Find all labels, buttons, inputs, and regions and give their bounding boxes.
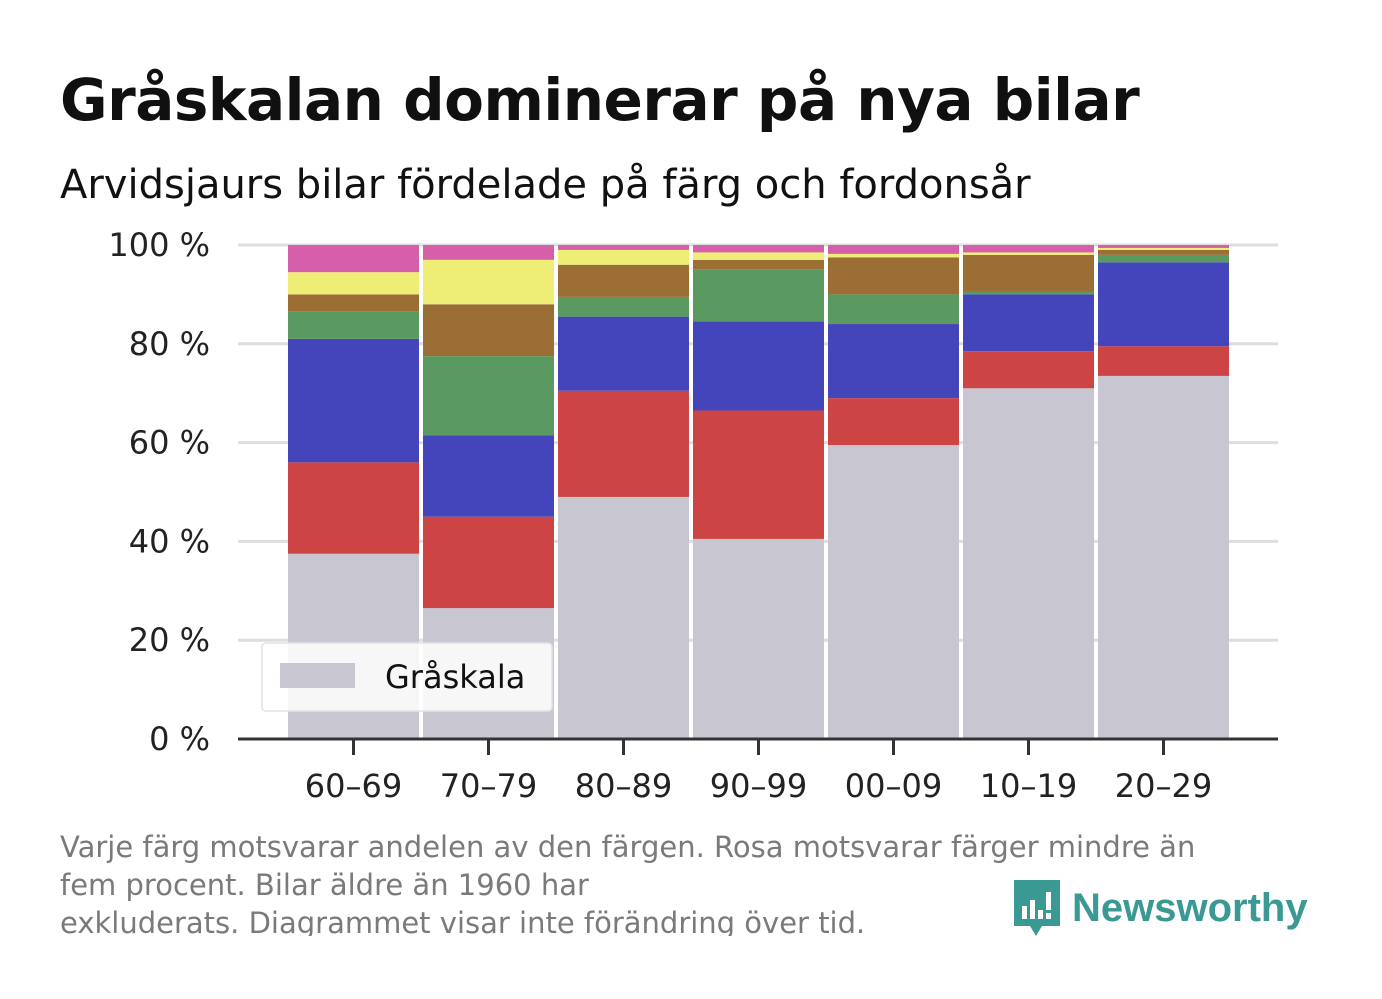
bar-segment xyxy=(1098,262,1229,347)
bar-segment xyxy=(288,311,419,339)
bar-segment xyxy=(693,259,824,270)
legend-swatch xyxy=(280,663,355,688)
bar-segment xyxy=(288,245,419,273)
x-tick-label: 70–79 xyxy=(440,767,537,805)
bar-segment xyxy=(963,254,1094,292)
brand-name: Newsworthy xyxy=(1072,885,1308,930)
brand-logo: Newsworthy xyxy=(1012,878,1308,938)
bar-segment xyxy=(558,316,689,391)
bar-segment xyxy=(828,245,959,254)
bar-segment xyxy=(828,294,959,325)
bar-segment xyxy=(1098,245,1229,248)
y-tick-label: 100 % xyxy=(108,226,210,264)
bar-segment xyxy=(1098,249,1229,255)
bar-segment xyxy=(423,259,554,305)
bar-stack xyxy=(963,245,1094,739)
bar-segment xyxy=(1098,375,1229,739)
bar-stack xyxy=(558,245,689,739)
bar-segment xyxy=(693,410,824,539)
footnote-line: fem procent. Bilar äldre än 1960 har xyxy=(60,868,589,902)
x-tick-label: 00–09 xyxy=(845,767,942,805)
bar-segment xyxy=(828,324,959,399)
bar-segment xyxy=(693,245,824,253)
bar-segment xyxy=(1098,247,1229,250)
bar-segment xyxy=(288,272,419,295)
footnote-line: Varje färg motsvarar andelen av den färg… xyxy=(60,830,1196,864)
footnote-line: exkluderats. Diagrammet visar inte förän… xyxy=(60,906,866,936)
bar-segment xyxy=(963,252,1094,255)
x-tick-label: 60–69 xyxy=(305,767,402,805)
bar-segment xyxy=(1098,346,1229,376)
bar-segment xyxy=(288,462,419,554)
y-tick-label: 20 % xyxy=(129,621,210,659)
bar-segment xyxy=(423,516,554,609)
bar-segment xyxy=(693,538,824,739)
bar-segment xyxy=(1098,254,1229,263)
bar-segment xyxy=(558,245,689,250)
bar-segment xyxy=(558,390,689,497)
x-tick-label: 10–19 xyxy=(980,767,1077,805)
bar-segment xyxy=(963,291,1094,295)
bar-segment xyxy=(558,496,689,739)
bar-segment xyxy=(288,294,419,312)
bar-segment xyxy=(828,253,959,258)
bar-segment xyxy=(828,445,959,739)
chart-title: Gråskalan dominerar på nya bilar xyxy=(60,66,1140,134)
bar-segment xyxy=(558,296,689,317)
bar-stack xyxy=(828,245,959,739)
bar-segment xyxy=(558,249,689,265)
bar-segment xyxy=(693,269,824,322)
y-tick-label: 80 % xyxy=(129,325,210,363)
footnote: Varje färg motsvarar andelen av den färg… xyxy=(60,828,1300,936)
x-tick-label: 20–29 xyxy=(1115,767,1212,805)
y-axis-ticks: 0 % 20 % 40 % 60 % 80 % 100 % xyxy=(108,226,210,758)
bar-segment xyxy=(558,264,689,297)
bar-segment xyxy=(423,245,554,260)
y-tick-label: 0 % xyxy=(149,720,210,758)
bar-segment xyxy=(963,245,1094,253)
bar-segment xyxy=(963,388,1094,739)
x-axis: 60–69 70–79 80–89 90–99 00–09 10–19 20–29 xyxy=(238,737,1278,805)
bar-segment xyxy=(423,435,554,517)
x-tick-label: 80–89 xyxy=(575,767,672,805)
bar-stack xyxy=(693,245,824,739)
bar-segment xyxy=(423,304,554,357)
chart-subtitle: Arvidsjaurs bilar fördelade på färg och … xyxy=(60,162,1031,208)
legend-label: Gråskala xyxy=(385,658,525,696)
legend: Gråskala xyxy=(261,642,553,712)
bar-segment xyxy=(828,257,959,295)
legend-box xyxy=(261,642,553,712)
bar-segment xyxy=(963,351,1094,389)
y-tick-label: 60 % xyxy=(129,424,210,462)
newsworthy-logo-icon xyxy=(1014,880,1060,936)
y-tick-label: 40 % xyxy=(129,522,210,560)
bar-segment xyxy=(288,338,419,463)
bar-segment xyxy=(693,321,824,411)
bar-stack xyxy=(1098,245,1229,739)
bar-segment xyxy=(828,398,959,446)
x-tick-label: 90–99 xyxy=(710,767,807,805)
bar-segment xyxy=(963,294,1094,352)
bar-segment xyxy=(423,356,554,436)
bar-segment xyxy=(693,252,824,260)
bars xyxy=(288,245,1229,739)
